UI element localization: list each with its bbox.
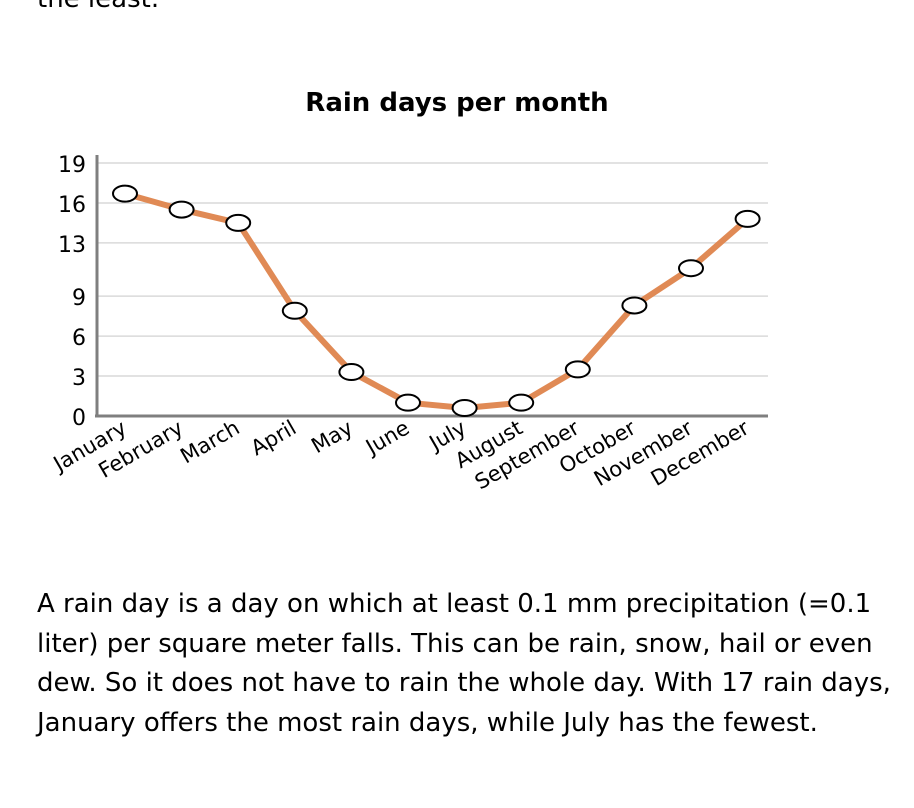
data-point [168, 200, 195, 219]
grid-lines [97, 162, 768, 377]
intro-text-tail: the least. [37, 0, 159, 14]
chart-title: Rain days per month [305, 88, 609, 118]
y-tick-label: 6 [72, 326, 86, 351]
y-tick-label: 13 [58, 233, 86, 258]
data-point [734, 209, 761, 228]
y-tick-label: 3 [72, 366, 86, 391]
data-point [621, 296, 648, 315]
data-point [281, 301, 308, 320]
y-tick-label: 16 [58, 193, 86, 218]
axes [95, 155, 768, 418]
data-point [451, 399, 478, 418]
y-tick-labels: 0 3 6 9 13 16 19 [58, 153, 86, 431]
x-tick-label: April [247, 416, 301, 461]
data-point [564, 360, 591, 379]
data-point [338, 363, 365, 382]
y-tick-label: 19 [58, 153, 86, 178]
data-point [225, 213, 252, 232]
data-point [508, 393, 535, 412]
y-tick-label: 9 [72, 286, 86, 311]
data-points [112, 184, 761, 418]
description-paragraph: A rain day is a day on which at least 0.… [37, 589, 891, 738]
x-tick-label: May [307, 416, 357, 458]
data-point [395, 393, 421, 412]
y-tick-label: 0 [72, 406, 86, 431]
data-point [112, 184, 138, 203]
x-tick-label: June [360, 416, 413, 461]
data-point [678, 259, 704, 278]
x-tick-label: March [176, 416, 243, 469]
